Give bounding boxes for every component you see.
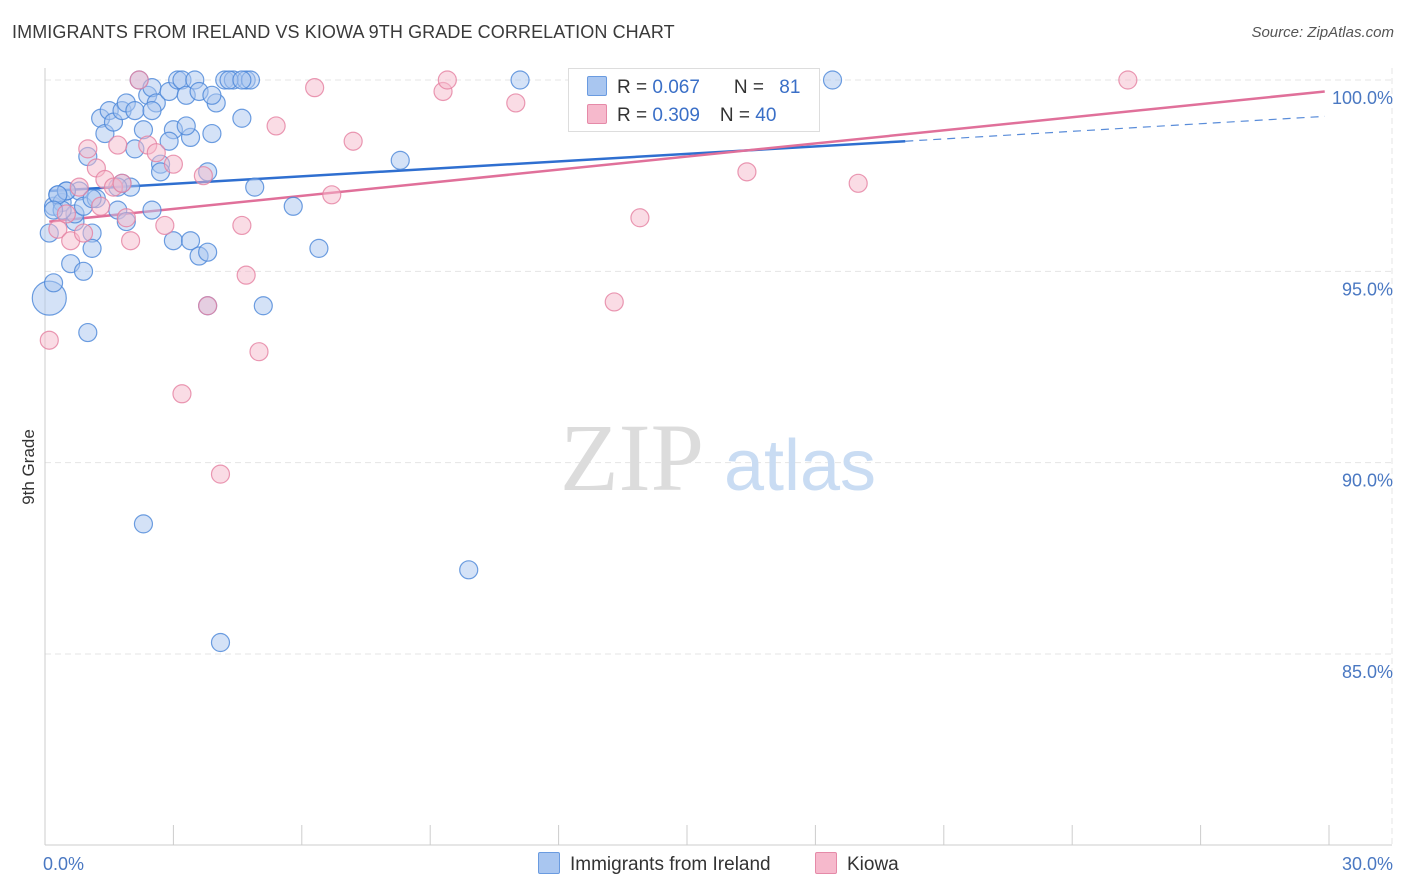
point-ireland bbox=[232, 108, 252, 128]
point-ireland bbox=[82, 238, 102, 258]
point-kiowa bbox=[78, 139, 98, 159]
trendline-ireland-extension bbox=[905, 115, 1325, 142]
point-ireland bbox=[198, 242, 218, 262]
y-tick-label: 100.0% bbox=[1332, 88, 1393, 108]
point-ireland bbox=[125, 101, 145, 121]
legend-n-value: 81 bbox=[779, 77, 801, 98]
x-tick-label: 0.0% bbox=[43, 854, 84, 874]
point-ireland bbox=[309, 238, 329, 258]
point-ireland bbox=[253, 296, 273, 316]
point-kiowa bbox=[163, 154, 183, 174]
legend-item-ireland[interactable]: Immigrants from Ireland bbox=[538, 852, 771, 876]
point-kiowa bbox=[210, 464, 231, 484]
point-kiowa bbox=[121, 231, 141, 251]
point-kiowa bbox=[737, 162, 757, 182]
point-ireland bbox=[142, 101, 162, 121]
point-kiowa bbox=[146, 143, 166, 163]
legend-r-value: 0.309 bbox=[652, 105, 700, 126]
trendlines bbox=[49, 90, 1325, 223]
y-axis-label: 9th Grade bbox=[19, 429, 38, 505]
point-kiowa bbox=[155, 215, 175, 236]
point-kiowa bbox=[506, 93, 526, 113]
point-kiowa bbox=[848, 173, 868, 193]
point-kiowa bbox=[129, 70, 149, 90]
point-kiowa bbox=[604, 292, 624, 312]
point-kiowa bbox=[630, 208, 650, 228]
point-kiowa bbox=[48, 219, 68, 239]
legend-n-label: N = bbox=[719, 105, 756, 126]
y-tick-label: 85.0% bbox=[1342, 662, 1393, 682]
point-ireland bbox=[283, 196, 303, 216]
legend-r-label: R = bbox=[617, 77, 653, 98]
point-kiowa bbox=[69, 177, 89, 197]
point-kiowa bbox=[112, 173, 132, 193]
legend-item-label: Immigrants from Ireland bbox=[570, 854, 771, 875]
point-ireland bbox=[822, 70, 843, 90]
point-kiowa bbox=[193, 166, 213, 186]
point-kiowa bbox=[39, 330, 59, 350]
point-kiowa bbox=[91, 196, 111, 216]
trendline-kiowa bbox=[49, 90, 1325, 223]
series-legend: Immigrants from Ireland Kiowa bbox=[0, 852, 1406, 878]
point-ireland bbox=[510, 70, 530, 90]
point-ireland bbox=[459, 560, 479, 580]
point-kiowa bbox=[249, 342, 269, 362]
watermark-atlas: atlas bbox=[724, 426, 876, 506]
point-ireland bbox=[210, 632, 231, 653]
legend-n-value: 40 bbox=[755, 105, 777, 126]
chart-title: IMMIGRANTS FROM IRELAND VS KIOWA 9TH GRA… bbox=[12, 22, 675, 42]
point-kiowa bbox=[108, 135, 128, 155]
point-ireland bbox=[245, 177, 265, 197]
legend-n-label: N = bbox=[733, 77, 770, 98]
legend-swatch-pink bbox=[587, 104, 607, 124]
point-ireland bbox=[78, 322, 98, 343]
tick-labels: 100.0% 95.0% 90.0% 85.0% 0.0% 30.0% bbox=[43, 88, 1393, 874]
legend-swatch-blue bbox=[587, 76, 607, 96]
point-kiowa bbox=[116, 208, 136, 228]
point-ireland bbox=[202, 85, 222, 105]
point-kiowa bbox=[1118, 70, 1138, 90]
point-kiowa bbox=[198, 296, 218, 316]
watermark: ZIP atlas bbox=[560, 404, 876, 511]
legend-swatch-blue bbox=[538, 852, 560, 874]
watermark-zip: ZIP bbox=[560, 404, 704, 511]
point-ireland bbox=[159, 131, 179, 151]
point-kiowa bbox=[56, 204, 77, 224]
correlation-legend: R = 0.067 N = 81 R = 0.309 N = 40 bbox=[568, 68, 820, 132]
point-ireland bbox=[142, 200, 162, 220]
legend-item-label: Kiowa bbox=[847, 854, 899, 875]
point-ireland bbox=[133, 514, 154, 534]
data-points bbox=[31, 70, 1138, 653]
y-tick-label: 95.0% bbox=[1342, 279, 1393, 299]
point-kiowa bbox=[343, 131, 363, 151]
legend-swatch-pink bbox=[815, 852, 837, 874]
point-ireland bbox=[390, 150, 410, 170]
point-kiowa bbox=[322, 185, 342, 205]
point-kiowa bbox=[232, 215, 252, 236]
point-kiowa bbox=[437, 70, 457, 90]
point-ireland bbox=[202, 123, 222, 144]
x-tick-label: 30.0% bbox=[1342, 854, 1393, 874]
point-ireland bbox=[232, 70, 252, 90]
point-ireland bbox=[176, 116, 196, 136]
point-kiowa bbox=[305, 78, 325, 98]
point-kiowa bbox=[172, 384, 192, 404]
point-kiowa bbox=[266, 116, 286, 136]
legend-item-kiowa[interactable]: Kiowa bbox=[815, 852, 899, 876]
point-kiowa bbox=[236, 265, 256, 285]
y-tick-label: 90.0% bbox=[1342, 471, 1393, 491]
axes bbox=[44, 68, 1392, 846]
legend-row-kiowa: R = 0.309 N = 40 bbox=[587, 104, 776, 126]
legend-r-label: R = bbox=[617, 105, 653, 126]
legend-row-ireland: R = 0.067 N = 81 bbox=[587, 76, 800, 98]
point-ireland bbox=[43, 273, 64, 293]
legend-r-value: 0.067 bbox=[652, 77, 700, 98]
point-kiowa bbox=[73, 223, 94, 243]
point-ireland bbox=[180, 231, 201, 251]
point-ireland bbox=[73, 261, 94, 281]
source-label: Source: ZipAtlas.com bbox=[1251, 24, 1394, 41]
